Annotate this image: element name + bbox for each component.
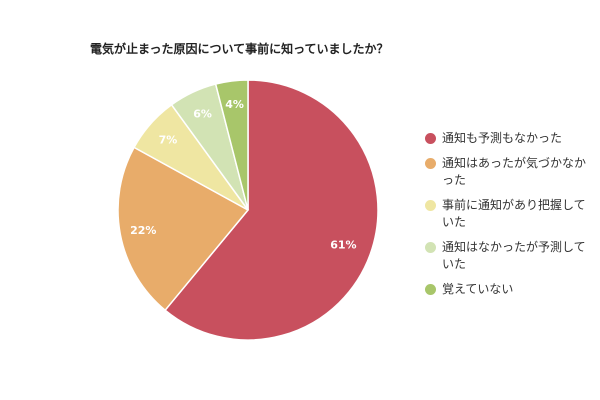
data-label-3: 7% xyxy=(159,134,178,147)
pie-slices xyxy=(117,79,379,341)
legend-swatch xyxy=(425,242,436,253)
pie-data-labels: 61% 22% 7% 6% 4% xyxy=(130,98,356,251)
pie-slice-1 xyxy=(164,79,379,341)
legend-swatch xyxy=(425,284,436,295)
legend-label: 事前に通知があり把握していた xyxy=(442,198,586,229)
data-label-2: 22% xyxy=(130,224,156,237)
legend-label: 通知はあったが気づかなかった xyxy=(442,156,587,187)
legend-item-2: 通知はあったが気づかなかった xyxy=(425,155,595,189)
chart-title: 電気が止まった原因について事前に知っていましたか？ xyxy=(90,42,389,56)
legend-item-3: 事前に通知があり把握していた xyxy=(425,197,595,231)
legend: 通知も予測もなかった通知はあったが気づかなかった 事前に通知があり把握していた 通知… xyxy=(425,130,595,306)
legend-item-4: 通知はなかったが予測していた xyxy=(425,239,595,273)
legend-label: 覚えていない xyxy=(442,282,514,296)
pie-slice-5 xyxy=(214,79,249,211)
legend-label: 通知も予測もなかった xyxy=(442,131,563,145)
data-label-5: 4% xyxy=(225,98,244,111)
legend-label: 通知はなかったが予測していた xyxy=(442,240,586,271)
legend-item-1: 通知も予測もなかった xyxy=(425,130,595,147)
pie-slice-2 xyxy=(117,146,250,312)
data-label-1: 61% xyxy=(330,238,356,251)
data-label-4: 6% xyxy=(193,108,212,121)
legend-item-5: 覚えていない xyxy=(425,281,595,298)
legend-swatch xyxy=(425,133,436,144)
legend-swatch xyxy=(425,200,436,211)
legend-swatch xyxy=(425,158,436,169)
